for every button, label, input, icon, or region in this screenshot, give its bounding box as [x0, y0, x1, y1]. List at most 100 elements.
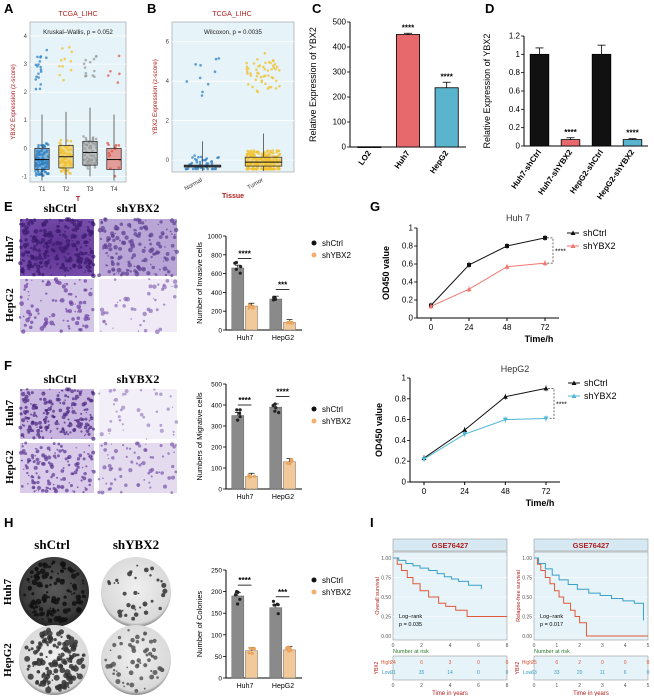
colony: [59, 561, 66, 567]
cell: [162, 303, 166, 306]
cell: [115, 235, 120, 241]
cell: [29, 413, 33, 416]
colony: [36, 669, 41, 674]
cell: [86, 226, 90, 229]
colony: [24, 655, 31, 662]
colony: [45, 655, 48, 659]
colony: [52, 673, 55, 676]
cell: [147, 291, 151, 296]
cell: [65, 266, 68, 270]
cell: [28, 294, 30, 297]
colony: [113, 582, 116, 584]
colony: [24, 645, 29, 650]
cell: [63, 268, 67, 272]
cell: [141, 461, 146, 466]
colony: [29, 570, 34, 575]
cell: [143, 448, 148, 452]
jitter-point: [58, 73, 62, 77]
cell: [124, 271, 130, 276]
cell: [31, 255, 33, 258]
cell: [119, 255, 123, 259]
cell: [88, 444, 91, 447]
cell: [98, 392, 101, 395]
cell: [65, 282, 69, 286]
cell: [65, 406, 70, 411]
series-line-shctrl: [423, 387, 547, 459]
cell: [42, 274, 44, 277]
ytick-label: 4: [24, 34, 28, 40]
x-axis-title: Time in years: [573, 691, 609, 696]
legend-marker-shctrl: [311, 240, 317, 246]
colony: [117, 609, 123, 615]
cell: [73, 419, 76, 422]
jitter-point: [113, 174, 117, 178]
cell: [63, 449, 67, 454]
cell: [21, 329, 26, 334]
cell: [64, 457, 68, 461]
cell: [100, 330, 102, 332]
xtick-label: Huh7: [237, 683, 254, 690]
cell: [64, 258, 69, 263]
cell: [91, 308, 95, 312]
colony: [143, 610, 149, 615]
colony: [141, 638, 145, 642]
cell: [69, 292, 73, 296]
cell: [88, 232, 93, 237]
cell: [25, 409, 29, 414]
cell: [60, 249, 65, 253]
colony: [133, 590, 138, 596]
cell: [85, 264, 90, 270]
y-axis-title: YBX2 Expression (z-score): [152, 59, 159, 135]
colony: [35, 649, 39, 653]
cell: [18, 425, 23, 430]
jitter-point: [118, 72, 121, 76]
jitter-point: [214, 57, 218, 61]
plot-background: [392, 551, 508, 641]
colony: [134, 576, 137, 580]
colony: [70, 657, 73, 660]
cell: [172, 430, 175, 433]
replicate-point: [290, 321, 294, 325]
colony: [160, 580, 163, 583]
colony: [46, 643, 49, 647]
bar3-ytick-label: 0.8: [509, 68, 521, 77]
cell: [42, 228, 47, 234]
cell: [82, 457, 86, 461]
cell: [92, 469, 96, 474]
colony: [38, 646, 42, 650]
cell: [35, 457, 40, 462]
cell: [76, 419, 78, 422]
cell: [87, 478, 92, 483]
cell: [47, 461, 51, 465]
colony: [63, 595, 67, 599]
jitter-point: [202, 167, 205, 171]
cell: [80, 412, 83, 415]
cell: [20, 252, 26, 257]
cell: [173, 284, 178, 289]
cell: [115, 410, 118, 413]
bar2-ytick-label: 400: [333, 43, 347, 52]
jitter-point: [88, 60, 92, 64]
cell: [159, 392, 163, 396]
colony: [31, 592, 35, 596]
jitter-point: [184, 167, 188, 171]
cell: [50, 274, 53, 276]
jitter-point: [37, 76, 40, 79]
panel-letter-a: A: [4, 1, 14, 16]
cell: [60, 478, 63, 481]
colony: [42, 630, 49, 637]
cell: [30, 235, 32, 238]
cell: [26, 254, 29, 257]
jitter-point: [278, 153, 281, 156]
cell: [33, 411, 36, 414]
jitter-point: [34, 169, 37, 173]
cell: [21, 445, 24, 448]
replicate-point: [287, 649, 291, 653]
colony: [162, 588, 168, 594]
cell: [159, 220, 163, 224]
risk-xtick-label: 2: [578, 683, 581, 689]
colony: [62, 601, 67, 607]
cell: [174, 233, 176, 236]
bar3-ytick-label: 0.4: [509, 105, 521, 114]
cell: [140, 462, 143, 465]
